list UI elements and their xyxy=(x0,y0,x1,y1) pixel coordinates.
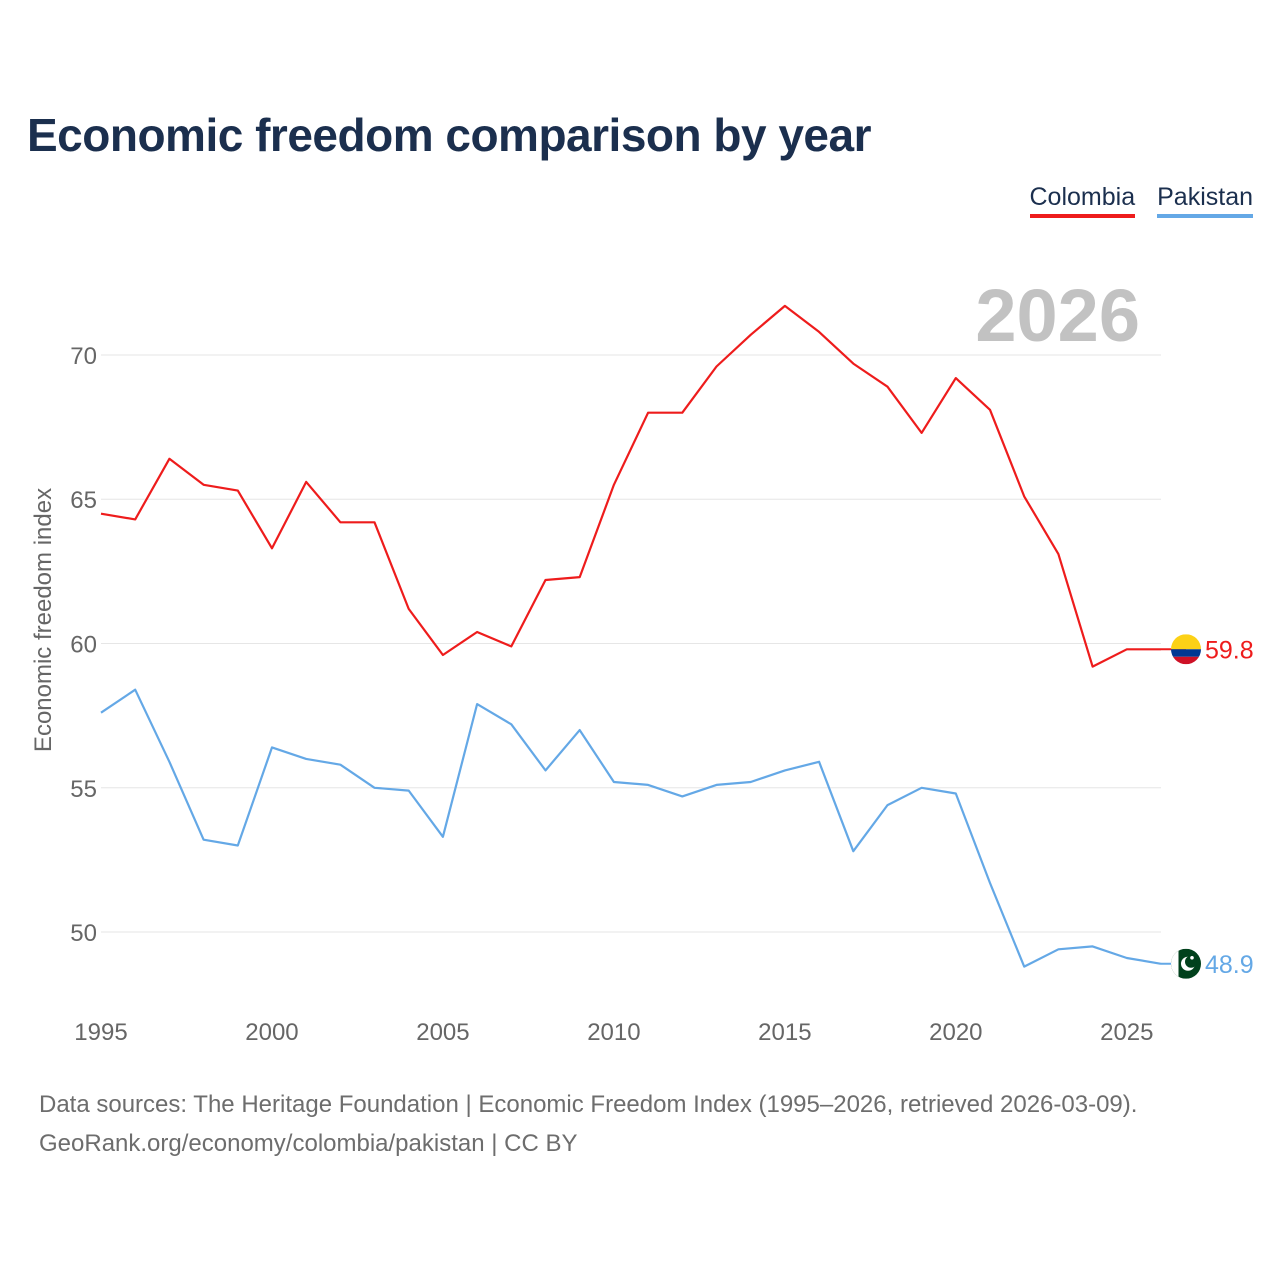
x-tick-label: 2000 xyxy=(245,1019,298,1046)
attribution-line: GeoRank.org/economy/colombia/pakistan | … xyxy=(39,1124,1137,1163)
colombia-flag-icon xyxy=(1171,634,1201,665)
end-value-label-pakistan: 48.9 xyxy=(1205,951,1254,979)
y-axis-label: Economic freedom index xyxy=(30,488,57,752)
series-end-markers: 59.8 48.9 xyxy=(1161,634,1254,979)
y-tick-label: 65 xyxy=(70,487,97,514)
series-line-colombia[interactable] xyxy=(100,304,1161,668)
footer: Data sources: The Heritage Foundation | … xyxy=(39,1085,1137,1163)
end-value-label-colombia: 59.8 xyxy=(1205,636,1254,664)
y-tick-label: 50 xyxy=(70,920,97,947)
y-tick-label: 60 xyxy=(70,632,97,659)
x-tick-label: 2010 xyxy=(587,1019,640,1046)
legend-item-pakistan[interactable]: Pakistan xyxy=(1157,183,1253,218)
y-axis-ticks: 50 55 60 65 70 xyxy=(70,343,97,947)
license-text: | CC BY xyxy=(484,1130,578,1157)
x-tick-label: 2015 xyxy=(758,1019,811,1046)
series-line-pakistan[interactable] xyxy=(100,688,1162,968)
source-link[interactable]: GeoRank.org/economy/colombia/pakistan xyxy=(39,1130,485,1157)
y-tick-label: 55 xyxy=(70,776,97,803)
series-lines xyxy=(100,304,1162,968)
x-tick-label: 2005 xyxy=(416,1019,469,1046)
x-tick-label: 2020 xyxy=(929,1019,982,1046)
y-tick-label: 70 xyxy=(70,343,97,370)
x-tick-label: 1995 xyxy=(74,1019,127,1046)
x-axis-ticks: 1995 2000 2005 2010 2015 2020 2025 xyxy=(74,1019,1153,1046)
pakistan-flag-icon xyxy=(1171,948,1201,979)
x-tick-label: 2025 xyxy=(1100,1019,1153,1046)
chart-title: Economic freedom comparison by year xyxy=(27,109,872,161)
data-sources-text: Data sources: The Heritage Foundation | … xyxy=(39,1091,1138,1118)
year-watermark: 2026 xyxy=(975,274,1140,357)
legend: Colombia Pakistan xyxy=(1029,183,1253,218)
legend-item-colombia[interactable]: Colombia xyxy=(1029,183,1136,218)
grid-lines xyxy=(101,354,1161,933)
